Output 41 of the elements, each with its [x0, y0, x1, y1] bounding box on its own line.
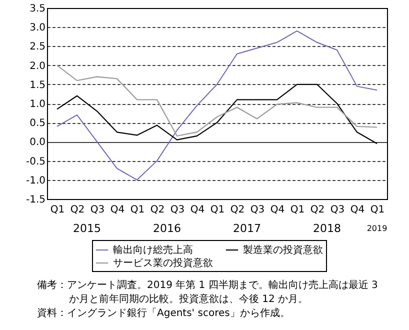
x-tick-label: Q4 — [350, 204, 365, 216]
text: 2015 — [73, 222, 101, 235]
legend-label: サービス業の投資意欲 — [113, 257, 213, 269]
x-tick-label: Q2 — [230, 204, 245, 216]
y-tick-label: 0.5 — [30, 118, 46, 130]
y-tick-label: 1.0 — [30, 99, 46, 110]
x-tick-label: Q2 — [310, 204, 325, 216]
x-tick-label: Q3 — [330, 204, 345, 216]
legend-label: 製造業の投資意欲 — [243, 244, 323, 256]
text: 2019 — [366, 224, 388, 233]
y-tick-label: -1.5 — [26, 194, 46, 206]
y-tick-label: 3.5 — [30, 4, 46, 14]
y-tick-label: -1.0 — [26, 175, 46, 186]
y-tick-label: 1.5 — [30, 80, 46, 91]
y-tick-label: 2.5 — [30, 42, 46, 53]
text: 2018 — [313, 222, 341, 235]
x-tick-label: Q1 — [370, 204, 385, 216]
y-tick-label: 3.0 — [30, 22, 46, 34]
x-tick-label: Q2 — [150, 204, 165, 216]
x-tick-label: Q3 — [90, 204, 105, 216]
legend-label: 輸出向け総売上高 — [113, 244, 193, 256]
x-tick-label: Q1 — [50, 204, 65, 216]
text: 資料：イングランド銀行「Agents' scores」から作成。 — [37, 307, 290, 319]
y-tick-label: -0.5 — [26, 156, 46, 168]
y-tick-label: 2.0 — [30, 60, 46, 72]
x-tick-label: Q4 — [270, 204, 285, 216]
x-tick-label: Q3 — [170, 204, 185, 216]
x-tick-label: Q3 — [250, 204, 265, 216]
x-tick-label: Q4 — [110, 204, 125, 216]
x-tick-label: Q1 — [290, 204, 305, 216]
x-tick-label: Q1 — [130, 204, 145, 216]
line-series — [56, 30, 378, 180]
x-tick-label: Q2 — [70, 204, 85, 216]
text: 2016 — [153, 222, 181, 235]
text: 2017 — [233, 222, 261, 235]
x-tick-label: Q4 — [190, 204, 205, 216]
text: 備考：アンケート調査。2019 年第 1 四半期まで。輸出向け売上高は最近 3 — [37, 279, 378, 291]
x-tick-label: Q1 — [210, 204, 225, 216]
line-series — [56, 64, 378, 137]
y-tick-label: 0.0 — [30, 137, 46, 148]
text: か月と前年同期の比較。投資意欲は、今後 12 か月。 — [69, 293, 308, 305]
